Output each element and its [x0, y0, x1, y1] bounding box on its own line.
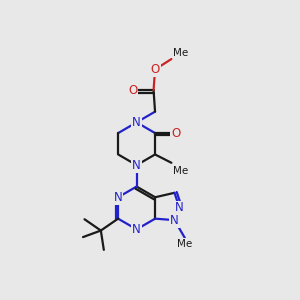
Text: O: O	[171, 127, 181, 140]
Text: Me: Me	[173, 166, 188, 176]
Text: Me: Me	[173, 48, 188, 58]
Text: N: N	[132, 159, 141, 172]
Text: O: O	[150, 63, 160, 76]
Text: N: N	[132, 116, 141, 129]
Text: N: N	[170, 214, 179, 226]
Text: O: O	[128, 84, 137, 97]
Text: N: N	[114, 191, 122, 204]
Text: N: N	[132, 223, 141, 236]
Text: N: N	[175, 202, 184, 214]
Text: Me: Me	[177, 239, 193, 249]
